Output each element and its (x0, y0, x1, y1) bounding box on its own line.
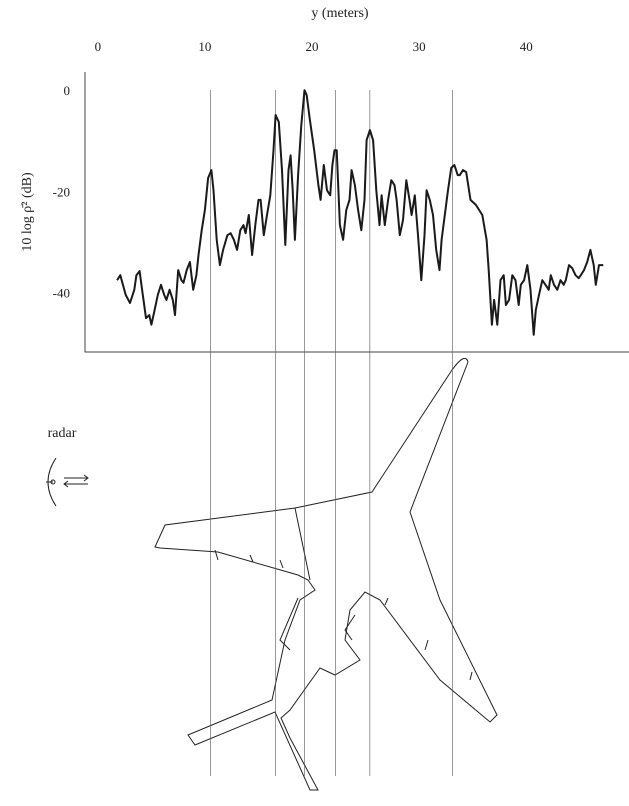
data-line (117, 90, 603, 335)
x-tick-label: 10 (198, 39, 211, 54)
x-tick-label: 0 (95, 39, 102, 54)
page: y (meters) 10 log ρ̄² (dB) radar 0 10 20 30… (0, 0, 629, 806)
x-axis-title: y (meters) (311, 6, 368, 21)
radar-icon (46, 458, 88, 506)
airplane-outline (155, 358, 497, 790)
y-tick-label: 0 (64, 83, 71, 98)
y-tick-label: -20 (53, 184, 70, 199)
plot-frame (85, 72, 629, 352)
chart: y (meters) 10 log ρ̄² (dB) radar 0 10 20 30… (0, 0, 629, 806)
x-tick-label: 40 (520, 39, 533, 54)
radar-label: radar (48, 426, 77, 441)
x-tick-label: 20 (306, 39, 319, 54)
y-axis-title: 10 log ρ̄² (dB) (20, 172, 35, 252)
x-tick-label: 30 (413, 39, 426, 54)
y-tick-label: -40 (53, 285, 70, 300)
